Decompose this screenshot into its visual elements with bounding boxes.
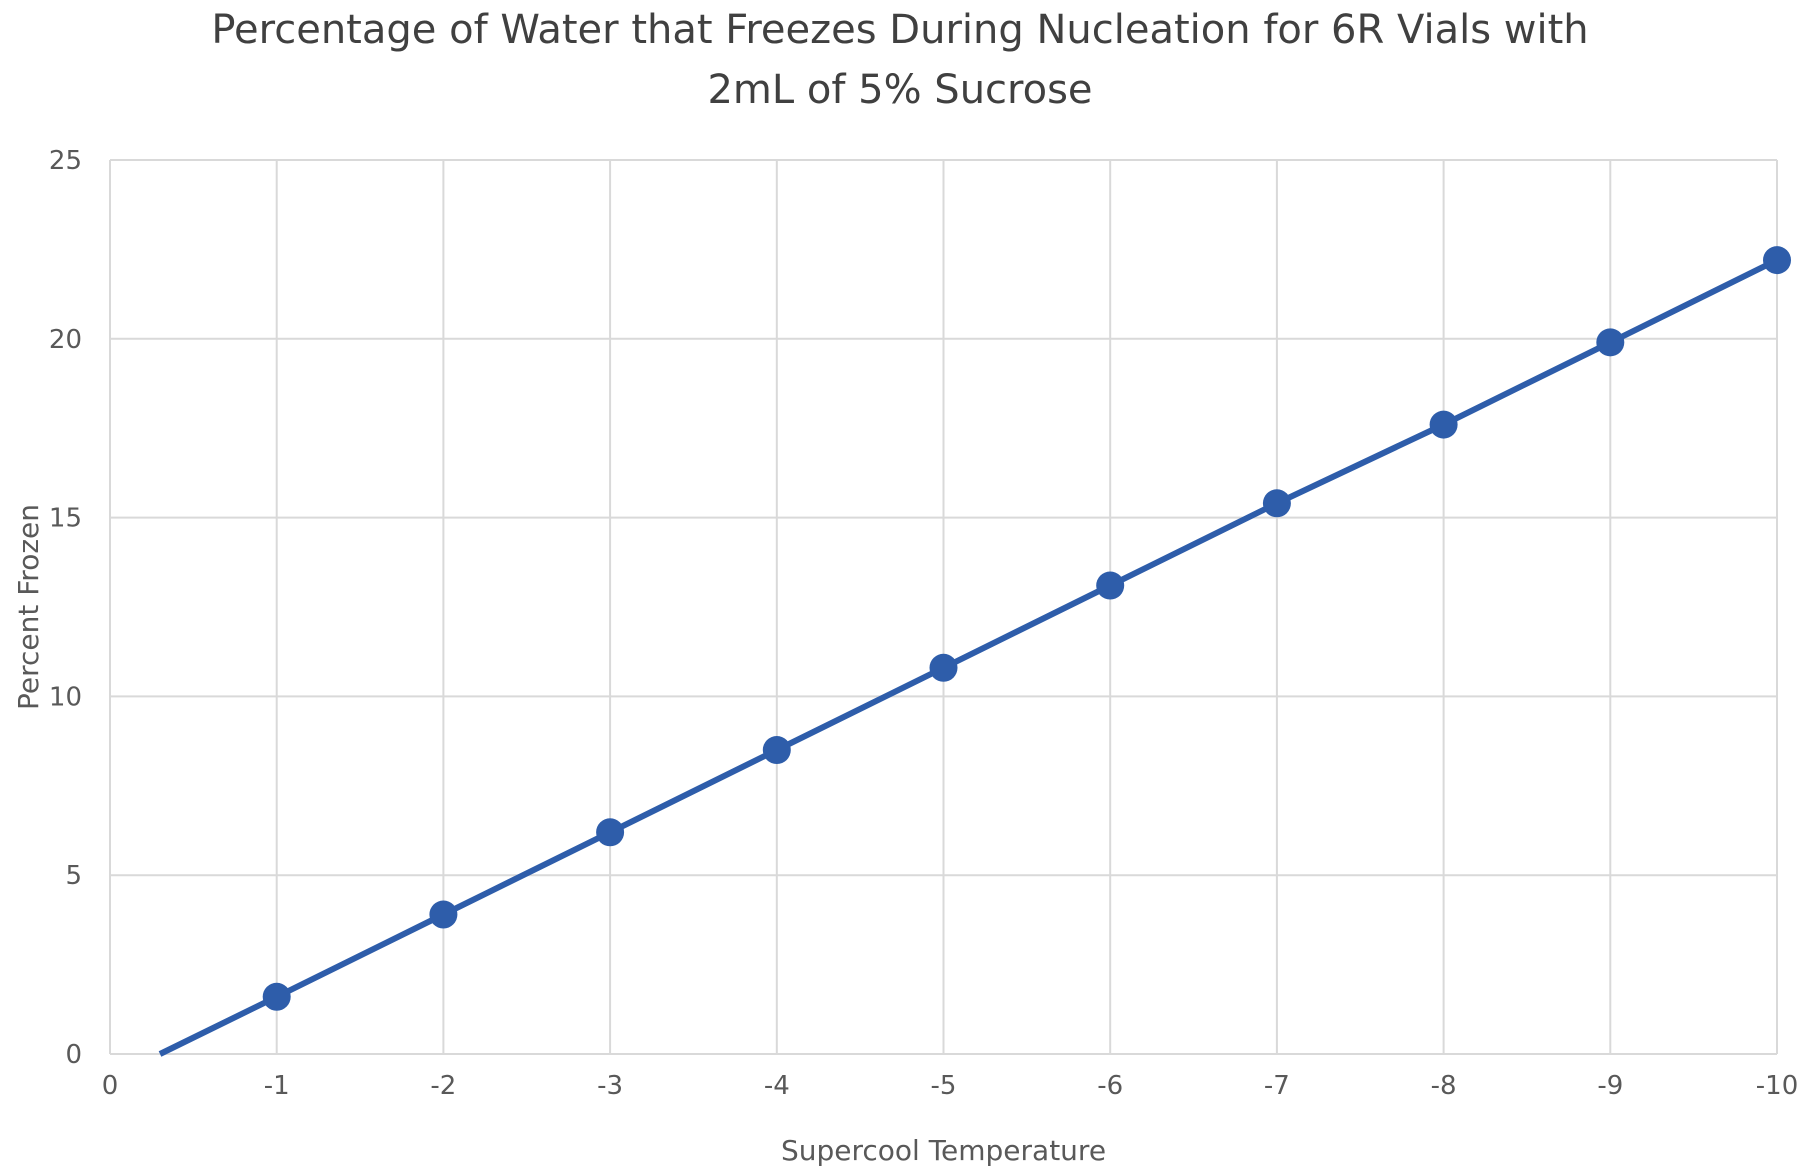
y-tick-label: 20	[49, 325, 82, 355]
y-tick-label: 15	[49, 504, 82, 534]
x-tick-label: -6	[1097, 1071, 1123, 1101]
data-point	[1096, 571, 1125, 600]
x-tick-label: 0	[102, 1071, 119, 1101]
x-tick-label: -3	[597, 1071, 623, 1101]
data-point	[596, 818, 625, 847]
x-tick-label: -5	[931, 1071, 957, 1101]
data-point	[1262, 489, 1291, 518]
data-point	[429, 900, 458, 929]
x-tick-label: -4	[764, 1071, 790, 1101]
data-point	[1429, 410, 1458, 439]
x-tick-label: -10	[1756, 1071, 1798, 1101]
y-axis-label: Percent Frozen	[12, 504, 45, 710]
data-point	[929, 653, 958, 682]
x-tick-label: -1	[264, 1071, 290, 1101]
data-series	[158, 246, 1791, 1057]
data-point	[762, 736, 791, 765]
x-tick-label: -9	[1597, 1071, 1623, 1101]
chart-title: Percentage of Water that Freezes During …	[0, 0, 1800, 120]
chart-title-line-1: Percentage of Water that Freezes During …	[211, 7, 1589, 53]
data-point	[1763, 246, 1791, 275]
chart-title-line-2: 2mL of 5% Sucrose	[707, 67, 1093, 113]
data-point	[262, 982, 291, 1011]
y-tick-label: 0	[65, 1040, 82, 1070]
tick-labels: 0 -1 -2 -3 -4 -5 -6 -7 -8 -9 -10 0 5 10 15 20 25	[49, 146, 1798, 1101]
gridlines	[109, 159, 1778, 1055]
x-tick-label: -7	[1264, 1071, 1290, 1101]
y-tick-label: 10	[49, 682, 82, 712]
y-tick-label: 5	[65, 861, 82, 891]
series-line	[158, 257, 1779, 1057]
x-tick-label: -2	[430, 1071, 456, 1101]
x-axis-label: Supercool Temperature	[781, 1134, 1106, 1167]
x-tick-label: -8	[1431, 1071, 1457, 1101]
y-tick-label: 25	[49, 146, 82, 176]
data-point	[1596, 328, 1625, 357]
